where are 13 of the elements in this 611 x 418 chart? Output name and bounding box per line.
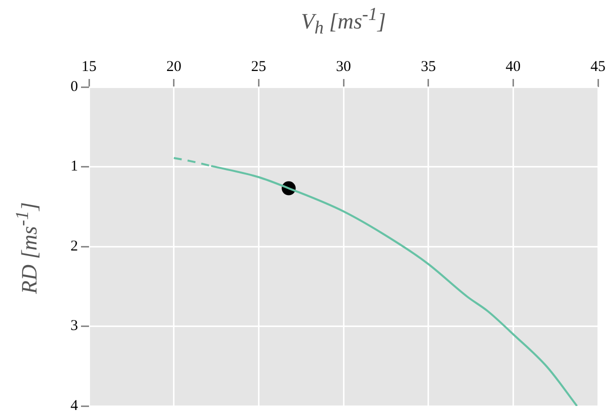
x-tick-label: 25: [251, 58, 266, 75]
x-tick-label: 20: [166, 58, 182, 75]
x-tick-label: 45: [590, 58, 606, 75]
y-tick-label: 3: [70, 318, 78, 334]
y-tick-label: 4: [70, 398, 78, 414]
x-tick-label: 15: [82, 58, 96, 75]
x-axis-title: V$_{h}$ [ms$^{-1}$]: [300, 4, 387, 39]
x-tick-label: 40: [506, 58, 521, 75]
y-tick-label: 0: [70, 78, 78, 95]
x-tick-label: 30: [336, 58, 351, 75]
x-tick-label: 35: [420, 58, 436, 75]
y-tick-label: 2: [70, 238, 78, 254]
y-tick-label: 1: [70, 158, 78, 175]
